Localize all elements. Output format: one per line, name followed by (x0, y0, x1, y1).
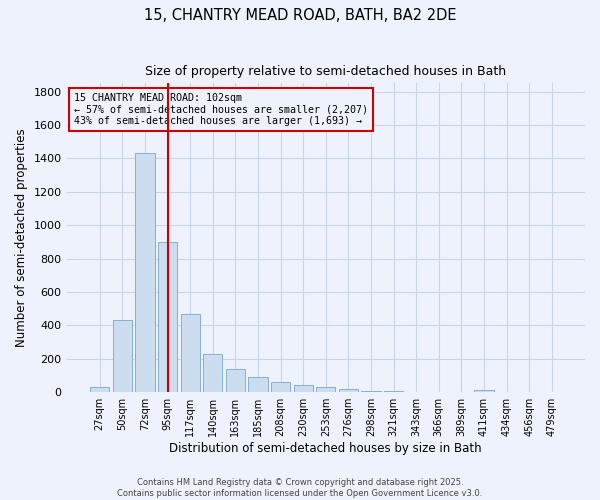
Bar (113, 320, 132, 392)
Bar (475, 390, 494, 392)
Bar (90, 387, 109, 392)
Bar (361, 390, 380, 392)
Text: 15 CHANTRY MEAD ROAD: 102sqm
← 57% of semi-detached houses are smaller (2,207)
4: 15 CHANTRY MEAD ROAD: 102sqm ← 57% of se… (74, 92, 368, 126)
Text: Contains HM Land Registry data © Crown copyright and database right 2025.
Contai: Contains HM Land Registry data © Crown c… (118, 478, 482, 498)
Text: 15, CHANTRY MEAD ROAD, BATH, BA2 2DE: 15, CHANTRY MEAD ROAD, BATH, BA2 2DE (144, 8, 456, 22)
Bar (248, 377, 268, 392)
Bar (203, 354, 223, 392)
Bar (316, 387, 335, 392)
Bar (158, 242, 177, 392)
Title: Size of property relative to semi-detached houses in Bath: Size of property relative to semi-detach… (145, 65, 506, 78)
Bar (181, 314, 200, 392)
Bar (271, 382, 290, 392)
Y-axis label: Number of semi-detached properties: Number of semi-detached properties (15, 128, 28, 347)
X-axis label: Distribution of semi-detached houses by size in Bath: Distribution of semi-detached houses by … (169, 442, 482, 455)
Bar (293, 384, 313, 392)
Bar (136, 154, 155, 392)
Bar (226, 369, 245, 392)
Bar (339, 389, 358, 392)
